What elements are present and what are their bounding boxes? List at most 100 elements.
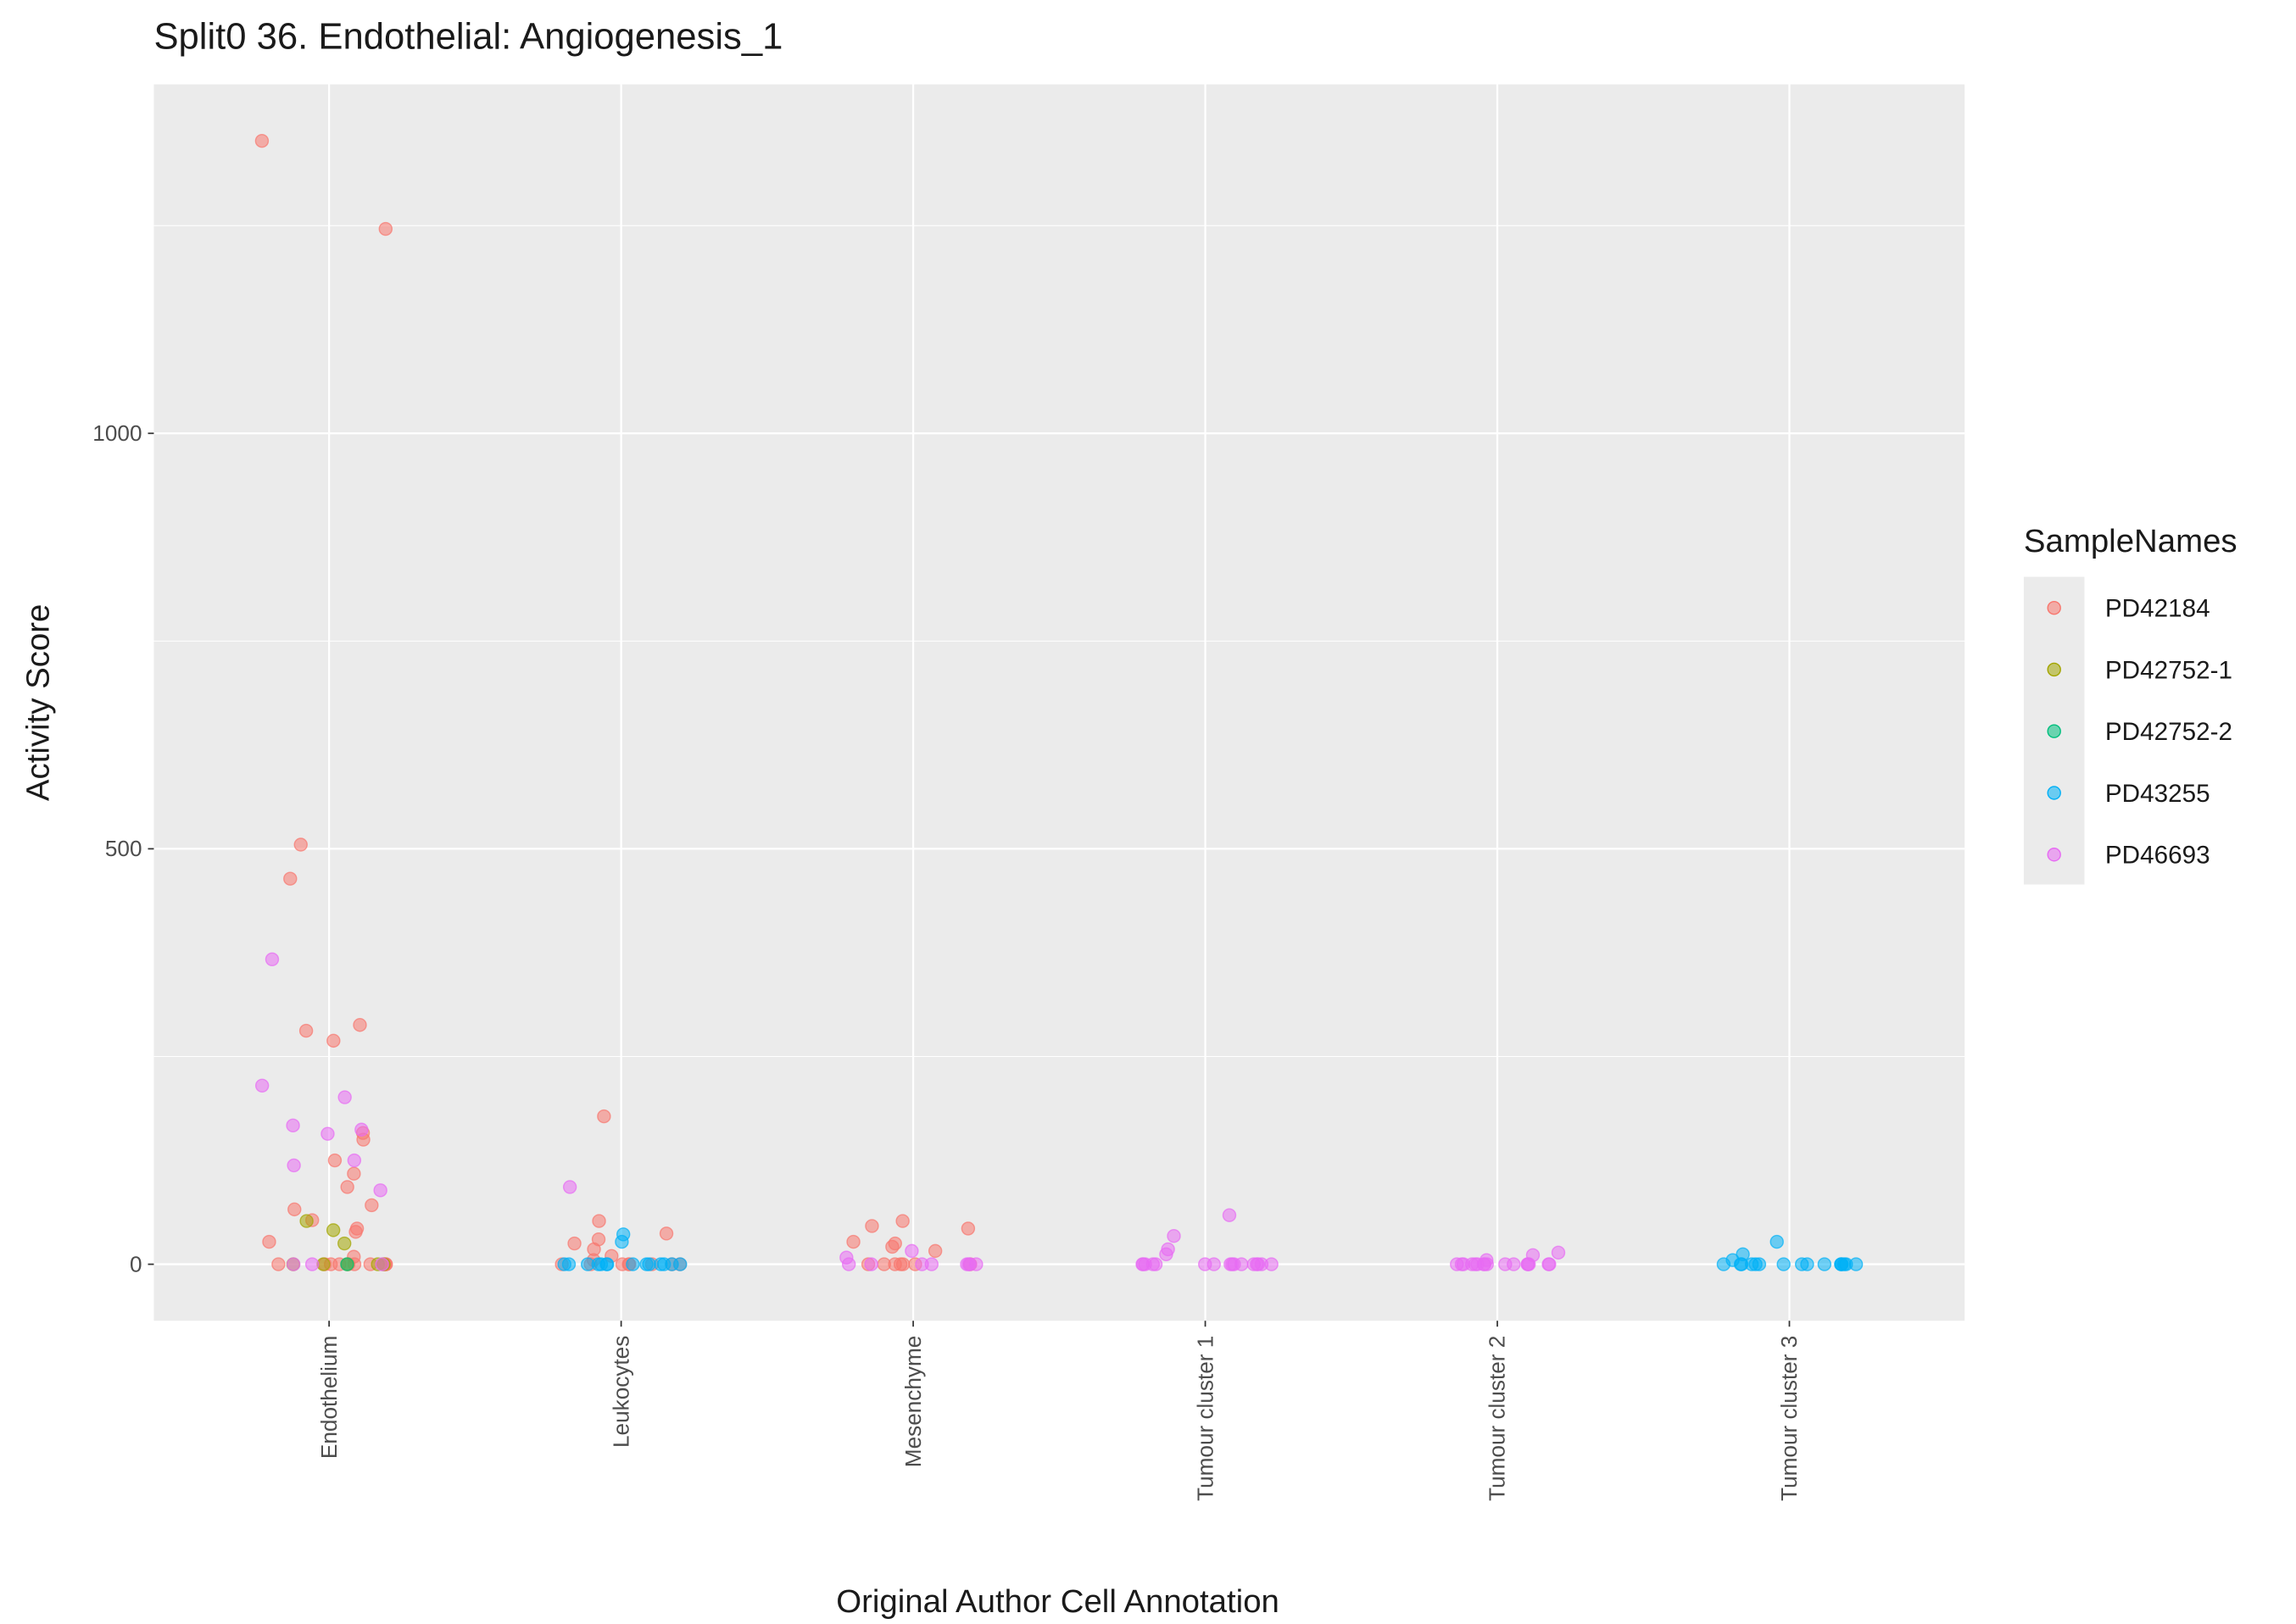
point: [265, 952, 280, 966]
point: [626, 1257, 640, 1271]
point: [286, 1257, 301, 1271]
point: [1167, 1229, 1181, 1243]
point: [365, 1198, 379, 1213]
point: [287, 1158, 301, 1173]
point: [1135, 1257, 1151, 1271]
legend-label: PD43255: [2105, 780, 2210, 808]
legend-key: [2047, 601, 2061, 615]
point: [1733, 1257, 1748, 1271]
y-tick-label: 1000: [92, 420, 142, 446]
point: [1520, 1257, 1535, 1271]
point: [656, 1257, 672, 1271]
point: [659, 1226, 674, 1241]
legend-label: PD42184: [2105, 595, 2210, 623]
point: [1542, 1257, 1557, 1271]
y-tick-label: 500: [105, 836, 142, 861]
point: [592, 1214, 606, 1228]
point: [864, 1257, 878, 1271]
point: [1776, 1257, 1791, 1271]
point: [1222, 1208, 1237, 1222]
point: [298, 1023, 314, 1038]
point: [337, 1090, 352, 1104]
chart-title: Split0 36. Endothelial: Angiogenesis_1: [153, 17, 783, 58]
point: [1748, 1257, 1763, 1271]
legend-key: [2047, 786, 2061, 800]
point: [1769, 1234, 1784, 1249]
point: [557, 1257, 571, 1271]
point: [353, 1018, 367, 1032]
point: [961, 1221, 976, 1236]
point: [254, 1078, 270, 1093]
point: [642, 1257, 656, 1271]
point: [1716, 1257, 1731, 1271]
point: [340, 1180, 354, 1194]
point: [841, 1257, 856, 1271]
point: [1148, 1257, 1163, 1271]
point: [562, 1180, 577, 1194]
point: [1480, 1257, 1494, 1271]
point: [262, 1234, 276, 1249]
point: [1551, 1245, 1566, 1260]
legend-label: PD42752-2: [2105, 718, 2232, 746]
point: [1246, 1257, 1262, 1271]
point: [905, 1243, 919, 1259]
point: [895, 1257, 911, 1271]
point: [1817, 1257, 1832, 1271]
point: [928, 1243, 943, 1259]
point: [354, 1122, 369, 1137]
x-tick-label: Mesenchyme: [900, 1336, 926, 1468]
point: [567, 1236, 582, 1251]
point: [865, 1219, 879, 1233]
point: [326, 1223, 341, 1237]
point: [1198, 1257, 1212, 1271]
point: [1223, 1257, 1238, 1271]
point: [915, 1257, 929, 1271]
point: [599, 1257, 614, 1271]
legend-label: PD42752-1: [2105, 656, 2232, 684]
legend-key: [2047, 848, 2061, 862]
y-tick-label: 0: [130, 1251, 142, 1276]
point: [327, 1153, 343, 1168]
point: [378, 221, 393, 236]
point: [283, 871, 298, 886]
point: [340, 1257, 354, 1271]
x-tick-label: Tumour cluster 2: [1485, 1336, 1510, 1501]
x-axis-title: Original Author Cell Annotation: [836, 1583, 1279, 1620]
point: [299, 1214, 314, 1228]
legend-title: SampleNames: [2024, 523, 2237, 559]
point: [1159, 1247, 1173, 1262]
plot-panel: [153, 84, 1965, 1321]
legend-key: [2047, 662, 2061, 677]
point: [347, 1153, 362, 1168]
point: [304, 1257, 320, 1271]
point: [286, 1118, 300, 1133]
point: [375, 1257, 389, 1271]
point: [969, 1257, 984, 1271]
point: [287, 1202, 302, 1217]
point: [895, 1214, 910, 1228]
y-axis-title: Activity Score: [20, 604, 57, 801]
x-tick-label: Endothelium: [316, 1336, 342, 1459]
x-tick-label: Leukocytes: [608, 1336, 633, 1448]
x-tick-label: Tumour cluster 1: [1192, 1336, 1218, 1501]
point: [293, 837, 308, 852]
legend-label: PD46693: [2105, 842, 2210, 870]
point: [373, 1183, 387, 1198]
legend-key: [2047, 724, 2061, 738]
point: [326, 1033, 341, 1048]
point: [254, 133, 270, 148]
point: [348, 1225, 363, 1239]
point: [846, 1234, 861, 1249]
point: [885, 1239, 900, 1254]
point: [347, 1166, 361, 1181]
x-tick-label: Tumour cluster 3: [1776, 1336, 1802, 1501]
point: [597, 1109, 611, 1124]
point: [320, 1126, 335, 1141]
point: [337, 1236, 352, 1251]
point: [1794, 1257, 1809, 1271]
point: [1507, 1257, 1521, 1271]
point: [1264, 1257, 1279, 1271]
point: [615, 1234, 629, 1249]
point: [1836, 1257, 1852, 1271]
